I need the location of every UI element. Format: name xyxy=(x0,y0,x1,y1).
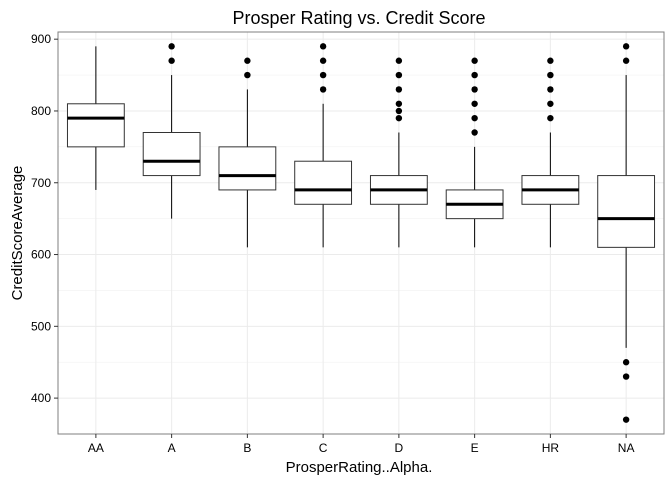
outlier-point-b xyxy=(244,57,251,64)
x-tick-label-b: B xyxy=(243,441,251,455)
outlier-point-hr xyxy=(547,100,554,107)
outlier-point-na xyxy=(622,359,630,366)
box-a xyxy=(142,132,201,177)
chart-title: Prosper Rating vs. Credit Score xyxy=(232,8,485,28)
y-tick-label: 600 xyxy=(31,248,51,262)
outlier-point-c xyxy=(319,71,327,79)
x-tick-label-a: A xyxy=(168,441,176,455)
x-tick-label-d: D xyxy=(395,441,404,455)
outlier-point-hr xyxy=(547,57,554,64)
x-tick-label-aa: AA xyxy=(88,441,104,455)
box-na xyxy=(597,175,656,248)
x-tick-label-e: E xyxy=(471,441,479,455)
outlier-point-na xyxy=(622,43,630,50)
outlier-point-d xyxy=(395,71,403,79)
outlier-point-b xyxy=(244,71,251,79)
y-tick-label: 500 xyxy=(31,319,51,333)
outlier-point-e xyxy=(471,71,478,79)
x-axis-label: ProsperRating..Alpha. xyxy=(286,459,433,476)
outlier-point-d xyxy=(395,100,403,107)
outlier-point-e xyxy=(471,100,478,107)
outlier-point-d xyxy=(395,114,403,122)
x-tick-label-c: C xyxy=(319,441,328,455)
outlier-point-e xyxy=(471,114,478,122)
outlier-point-hr xyxy=(547,114,554,122)
outlier-point-na xyxy=(622,373,630,380)
y-tick-label: 800 xyxy=(31,104,51,118)
y-axis-label: CreditScoreAverage xyxy=(9,166,26,301)
box-b xyxy=(218,146,277,191)
outlier-point-c xyxy=(319,86,327,93)
outlier-point-hr xyxy=(547,71,554,79)
outlier-point-e xyxy=(471,57,478,64)
outlier-point-d xyxy=(395,107,403,115)
outlier-point-hr xyxy=(547,86,554,93)
outlier-point-d xyxy=(395,57,403,64)
outlier-point-c xyxy=(319,43,327,50)
outlier-point-a xyxy=(168,43,175,50)
y-tick-label: 400 xyxy=(31,391,51,405)
box-aa xyxy=(66,103,125,148)
outlier-point-d xyxy=(395,86,403,93)
outlier-point-na xyxy=(622,57,630,64)
outlier-point-e xyxy=(471,129,478,136)
outlier-point-na xyxy=(622,416,630,423)
outlier-point-c xyxy=(319,57,327,64)
outlier-point-e xyxy=(471,86,478,93)
y-tick-label: 700 xyxy=(31,176,51,190)
panel-border xyxy=(57,31,665,435)
y-tick-label: 900 xyxy=(31,32,51,46)
plot-panel xyxy=(58,32,664,434)
box-c xyxy=(294,160,353,205)
x-tick-label-hr: HR xyxy=(542,441,560,455)
outlier-point-a xyxy=(168,57,175,64)
x-tick-label-na: NA xyxy=(618,441,635,455)
